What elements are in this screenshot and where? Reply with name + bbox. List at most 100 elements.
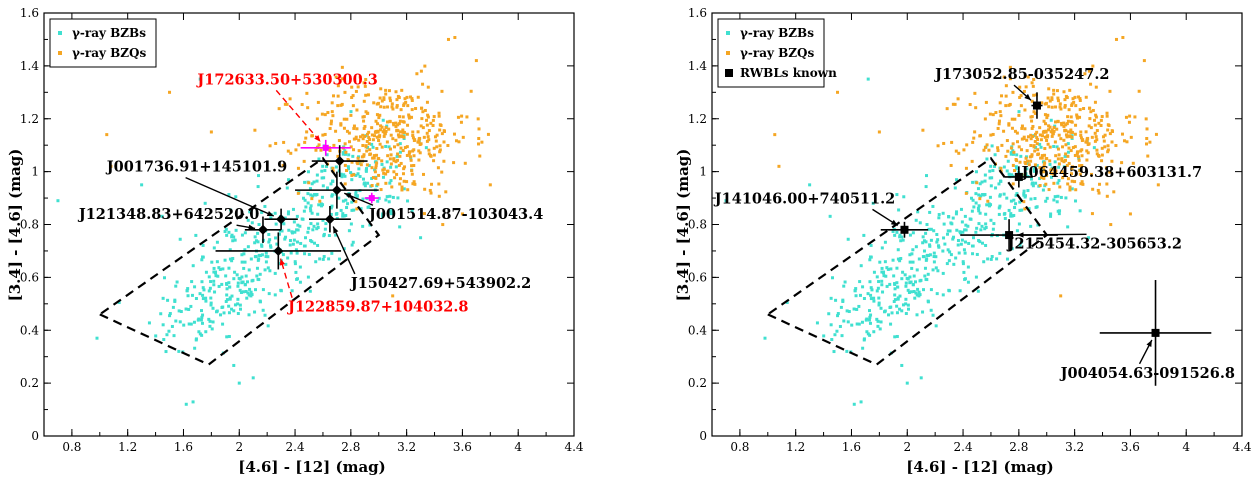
bzq-point — [397, 163, 401, 167]
bzb-point — [877, 303, 881, 307]
bzq-point — [348, 140, 352, 144]
bzq-point — [410, 98, 414, 102]
bzq-point — [1094, 135, 1098, 139]
bzq-point — [400, 88, 404, 92]
bzb-point — [298, 224, 302, 228]
bzq-point — [1145, 142, 1149, 146]
x-axis-label: [4.6] - [12] (mag) — [238, 458, 386, 476]
bzb-point — [204, 296, 208, 300]
bzq-point — [384, 92, 388, 96]
bzb-point — [978, 182, 982, 186]
bzb-point — [236, 281, 240, 285]
bzq-point — [942, 141, 946, 145]
bzb-point — [288, 243, 292, 247]
bzq-point — [1077, 158, 1081, 162]
bzb-point — [315, 193, 319, 197]
bzb-point — [908, 275, 912, 279]
bzb-point — [936, 269, 940, 273]
bzb-point — [923, 274, 927, 278]
bzb-point — [246, 218, 250, 222]
bzb-point — [883, 309, 887, 313]
bzq-point — [1018, 95, 1022, 99]
bzq-point — [1044, 122, 1048, 126]
bzb-point — [1025, 167, 1029, 171]
bzb-point — [228, 285, 232, 289]
bzq-point — [1069, 115, 1073, 119]
bzq-point — [340, 77, 344, 81]
bzb-point — [236, 312, 240, 316]
bzq-point — [370, 133, 374, 137]
bzq-point — [401, 172, 405, 176]
bzb-point — [966, 265, 970, 269]
bzb-point — [316, 222, 320, 226]
bzq-point — [1044, 157, 1048, 161]
bzb-point — [869, 297, 873, 301]
bzb-point — [303, 180, 307, 184]
bzb-point — [264, 260, 268, 264]
bzq-point — [374, 129, 378, 133]
bzq-point — [444, 190, 448, 194]
bzq-point — [405, 95, 409, 99]
bzb-point — [896, 248, 900, 252]
bzq-point — [1122, 139, 1126, 143]
bzq-point — [954, 149, 958, 153]
bzb-point — [980, 224, 984, 228]
bzb-point — [350, 208, 354, 212]
bzb-point — [388, 181, 392, 185]
bzb-point — [246, 291, 250, 295]
bzq-point — [343, 90, 347, 94]
bzq-point — [1042, 119, 1046, 123]
bzb-point — [191, 264, 195, 268]
bzb-point — [1062, 165, 1066, 169]
bzb-point — [892, 300, 896, 304]
bzq-point — [364, 110, 368, 114]
bzb-point — [998, 251, 1002, 255]
bzq-point — [355, 207, 359, 211]
bzb-point — [1005, 169, 1009, 173]
bzb-point — [260, 210, 264, 214]
bzq-point — [326, 111, 330, 115]
bzq-point — [1007, 103, 1011, 107]
bzb-point — [869, 293, 873, 297]
bzb-point — [294, 270, 298, 274]
bzq-point — [422, 212, 426, 216]
bzq-point — [392, 170, 396, 174]
bzq-point — [457, 140, 461, 144]
bzb-point — [344, 213, 348, 217]
bzb-point — [1035, 205, 1039, 209]
bzq-point — [1069, 149, 1073, 153]
bzb-point — [917, 290, 921, 294]
bzq-point — [412, 154, 416, 158]
bzb-point — [880, 246, 884, 250]
bzq-point — [1046, 96, 1050, 100]
bzq-point — [367, 142, 371, 146]
bzb-point — [822, 334, 826, 338]
bzq-point — [329, 119, 333, 123]
bzb-point — [960, 220, 964, 224]
bzq-point — [1086, 143, 1090, 147]
y-axis-label: [3.4] - [4.6] (mag) — [674, 149, 692, 302]
bzb-point — [977, 209, 981, 213]
bzb-point — [904, 297, 908, 301]
bzq-point — [274, 141, 278, 145]
bzb-point — [898, 235, 902, 239]
bzb-point — [998, 193, 1002, 197]
bzq-point — [1043, 135, 1047, 139]
bzb-point — [951, 237, 955, 241]
bzb-point — [954, 212, 958, 216]
bzb-point — [273, 271, 277, 275]
bzb-point — [356, 172, 360, 176]
bzq-point — [1045, 138, 1049, 142]
bzq-point — [1043, 161, 1047, 165]
bzq-point — [964, 166, 968, 170]
bzb-point — [961, 260, 965, 264]
bzq-point — [378, 96, 382, 100]
bzb-point — [201, 286, 205, 290]
bzq-point — [399, 146, 403, 150]
bzb-point — [895, 230, 899, 234]
bzb-point — [257, 253, 261, 257]
bzb-point — [234, 195, 238, 199]
bzq-point — [364, 77, 368, 81]
bzb-point — [292, 220, 296, 224]
bzb-point — [971, 180, 975, 184]
